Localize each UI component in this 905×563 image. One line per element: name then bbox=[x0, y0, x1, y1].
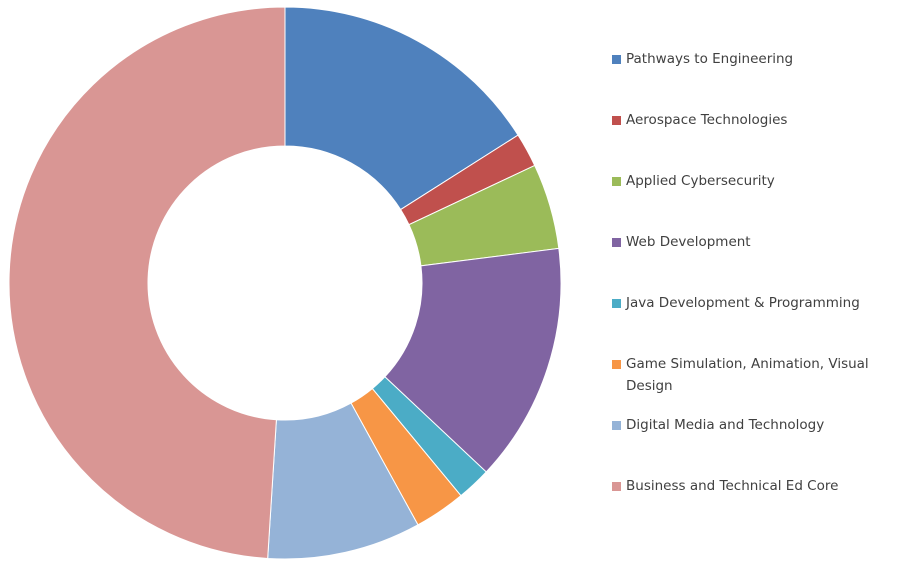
legend-item: Java Development & Programming bbox=[612, 292, 897, 314]
legend-item: Business and Technical Ed Core bbox=[612, 475, 897, 497]
legend-label: Pathways to Engineering bbox=[626, 51, 794, 67]
legend-label: Web Development bbox=[626, 234, 751, 250]
legend-item: Pathways to Engineering bbox=[612, 48, 897, 70]
legend-swatch bbox=[612, 299, 621, 308]
legend-swatch bbox=[612, 482, 621, 491]
legend-label: Game Simulation, Animation, Visual Desig… bbox=[626, 356, 869, 394]
legend-swatch bbox=[612, 238, 621, 247]
legend-label: Business and Technical Ed Core bbox=[626, 478, 839, 494]
legend-item: Applied Cybersecurity bbox=[612, 170, 897, 192]
legend-item: Game Simulation, Animation, Visual Desig… bbox=[612, 353, 897, 397]
legend-swatch bbox=[612, 55, 621, 64]
legend-item: Digital Media and Technology bbox=[612, 414, 897, 436]
legend-label: Applied Cybersecurity bbox=[626, 173, 775, 189]
donut-slice bbox=[284, 6, 519, 211]
legend-label: Digital Media and Technology bbox=[626, 417, 825, 433]
donut-slice bbox=[8, 6, 286, 559]
legend-label: Java Development & Programming bbox=[626, 295, 860, 311]
donut-slice bbox=[384, 247, 562, 473]
legend-label: Aerospace Technologies bbox=[626, 112, 788, 128]
legend-item: Web Development bbox=[612, 231, 897, 253]
legend-swatch bbox=[612, 360, 621, 369]
legend-item: Aerospace Technologies bbox=[612, 109, 897, 131]
legend-swatch bbox=[612, 421, 621, 430]
legend-swatch bbox=[612, 177, 621, 186]
legend-swatch bbox=[612, 116, 621, 125]
